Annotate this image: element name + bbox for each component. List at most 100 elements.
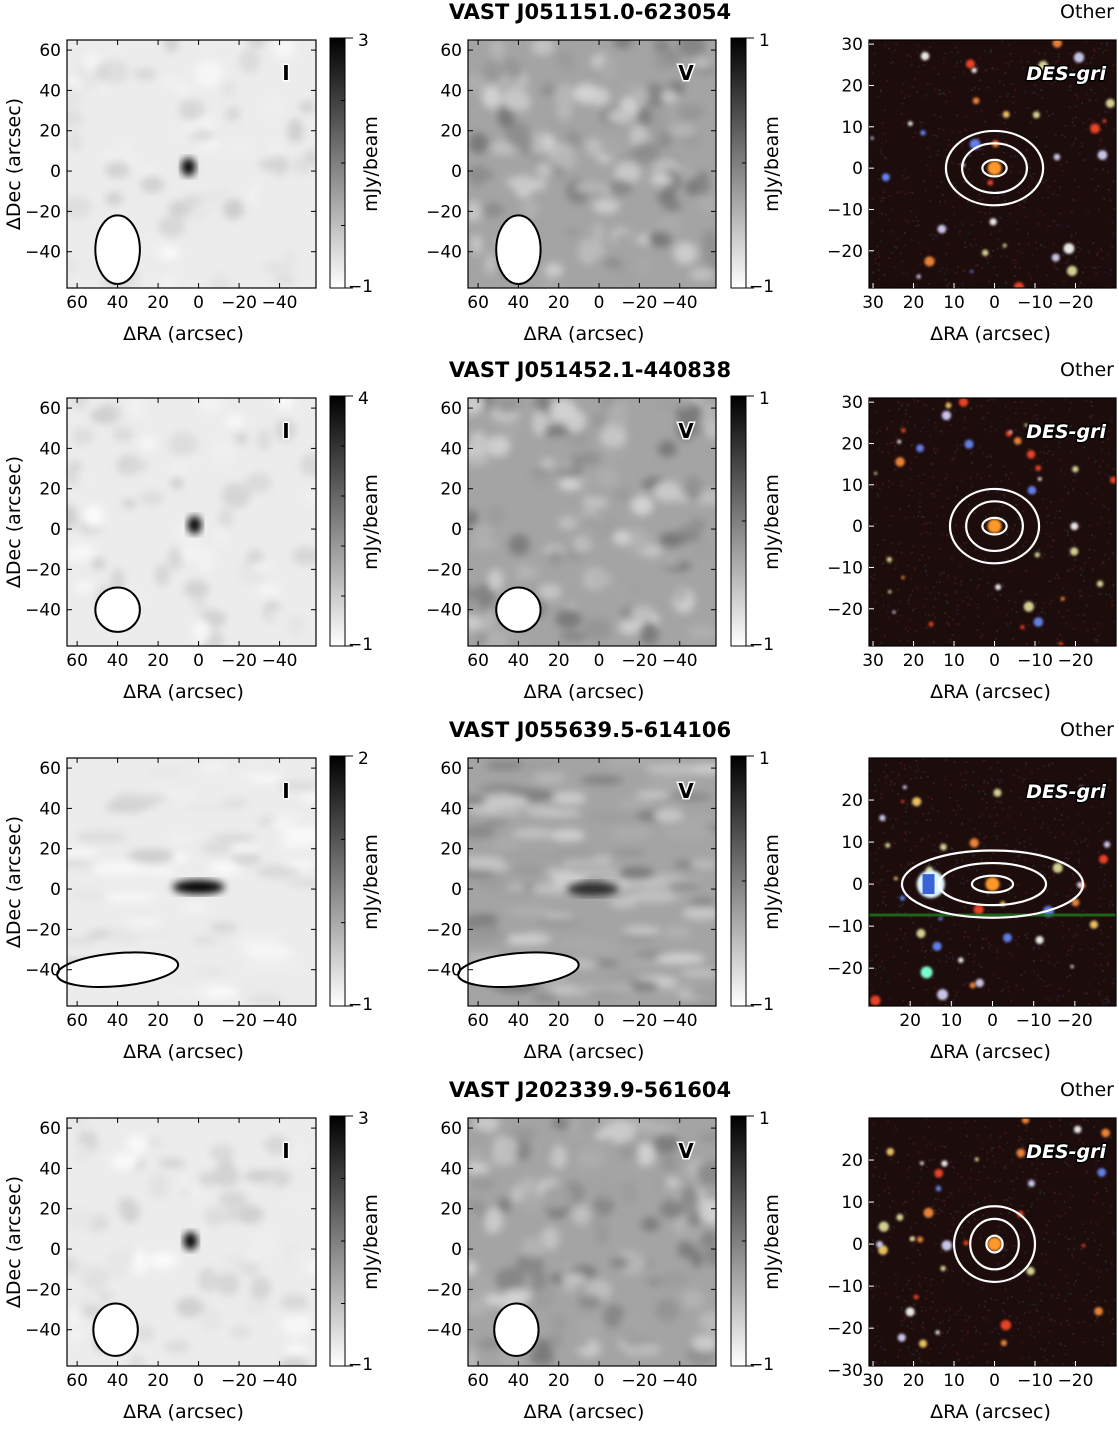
x-tick-label: 20 (147, 1011, 169, 1031)
x-tick-label: −20 (621, 651, 657, 671)
x-tick-label: 10 (943, 651, 965, 671)
colorbar-label: mJy/beam (360, 834, 382, 930)
x-tick-label: 20 (903, 293, 925, 313)
row-title: VAST J051151.0-623054 (448, 0, 732, 24)
x-tick-label: −20 (1058, 1371, 1094, 1391)
x-axis-label: ΔRA (arcsec) (524, 1041, 645, 1063)
y-tick-label: −40 (426, 243, 462, 263)
y-tick-label: 10 (841, 118, 863, 138)
x-tick-label: −20 (1058, 651, 1094, 671)
y-tick-label: 0 (852, 875, 863, 895)
x-tick-label: 20 (548, 1011, 570, 1031)
y-tick-label: −10 (827, 1277, 863, 1297)
colorbar-max-label: 1 (759, 1109, 770, 1129)
x-tick-label: 20 (147, 1371, 169, 1391)
x-tick-label: 10 (941, 1011, 963, 1031)
optical-counterpart (987, 161, 1002, 176)
y-tick-label: 20 (39, 122, 61, 142)
y-tick-label: 40 (440, 439, 462, 459)
x-tick-label: 0 (594, 651, 605, 671)
y-tick-label: 40 (440, 1159, 462, 1179)
figure-row: VAST J202339.9-561604 Other I 60 40 20 0 −20 −40… (0, 1078, 1118, 1436)
colorbar-label: mJy/beam (360, 1194, 382, 1290)
x-tick-label: 40 (107, 651, 129, 671)
y-tick-label: −20 (426, 920, 462, 940)
colorbar-max-label: 1 (759, 389, 770, 409)
y-tick-label: 40 (440, 799, 462, 819)
y-tick-label: −20 (25, 1280, 61, 1300)
y-tick-label: −20 (827, 600, 863, 620)
radio-contour (985, 1234, 1004, 1254)
y-tick-label: −40 (25, 1321, 61, 1341)
y-tick-label: 60 (39, 399, 61, 419)
x-tick-label: −10 (1017, 1371, 1053, 1391)
y-tick-label: −20 (827, 959, 863, 979)
radio-contour (981, 516, 1008, 536)
y-tick-label: −30 (827, 1361, 863, 1381)
colorbar-label: mJy/beam (761, 474, 783, 570)
y-tick-label: −10 (827, 917, 863, 937)
source-peak (187, 516, 202, 535)
colorbar-max-label: 3 (358, 1109, 369, 1129)
row-title: VAST J051452.1-440838 (448, 358, 732, 382)
x-tick-label: 20 (548, 1371, 570, 1391)
y-tick-label: 60 (440, 1119, 462, 1139)
x-tick-label: 30 (862, 293, 884, 313)
colorbar-min-label: −1 (749, 995, 774, 1015)
beam-ellipse (94, 214, 141, 285)
source-peak (172, 880, 225, 895)
x-axis-label: ΔRA (arcsec) (123, 681, 244, 703)
y-axis-label: ΔDec (arcsec) (3, 816, 25, 948)
colorbar-min-label: −1 (749, 635, 774, 655)
colorbar-min-label: −1 (348, 277, 373, 297)
source-peak (181, 158, 196, 177)
x-tick-label: −40 (262, 1011, 298, 1031)
colorbar-label: mJy/beam (360, 116, 382, 212)
y-tick-label: 60 (39, 1119, 61, 1139)
x-tick-label: −40 (262, 651, 298, 671)
y-tick-label: 40 (39, 439, 61, 459)
colorbar-max-label: 3 (358, 31, 369, 51)
optical-image (869, 1118, 1116, 1366)
x-axis-label: ΔRA (arcsec) (930, 1401, 1051, 1423)
y-tick-label: 30 (841, 393, 863, 413)
x-tick-label: 0 (193, 293, 204, 313)
x-tick-label: −40 (662, 1011, 698, 1031)
x-tick-label: 10 (943, 293, 965, 313)
beam-ellipse (457, 951, 580, 988)
stokes-label: I (282, 1139, 289, 1163)
y-tick-label: 40 (39, 799, 61, 819)
colorbar-min-label: −1 (348, 1355, 373, 1375)
x-tick-label: 0 (594, 1371, 605, 1391)
source-peak (183, 1231, 198, 1250)
y-tick-label: 20 (841, 76, 863, 96)
x-tick-label: 0 (987, 1011, 998, 1031)
stokes-label: I (282, 779, 289, 803)
x-tick-label: −10 (1016, 1011, 1052, 1031)
beam-ellipse (495, 214, 542, 285)
y-tick-label: −40 (426, 1321, 462, 1341)
x-tick-label: 40 (508, 1371, 530, 1391)
y-tick-label: 20 (841, 1151, 863, 1171)
y-tick-label: 0 (451, 880, 462, 900)
stokes-v-image (468, 40, 716, 288)
source-peak (567, 882, 620, 897)
x-tick-label: 40 (107, 1371, 129, 1391)
x-tick-label: 0 (989, 293, 1000, 313)
colorbar-label: mJy/beam (761, 1194, 783, 1290)
x-tick-label: −20 (221, 1011, 257, 1031)
y-tick-label: −40 (25, 601, 61, 621)
y-tick-label: 60 (440, 759, 462, 779)
x-tick-label: −10 (1017, 293, 1053, 313)
x-tick-label: 40 (107, 293, 129, 313)
x-axis-label: ΔRA (arcsec) (524, 1401, 645, 1423)
x-tick-label: −40 (262, 1371, 298, 1391)
y-tick-label: 20 (841, 434, 863, 454)
y-tick-label: −20 (827, 1319, 863, 1339)
beam-ellipse (56, 951, 180, 988)
y-tick-label: 0 (451, 1240, 462, 1260)
x-tick-label: −20 (221, 651, 257, 671)
y-tick-label: 20 (440, 122, 462, 142)
optical-counterpart (987, 519, 1002, 534)
